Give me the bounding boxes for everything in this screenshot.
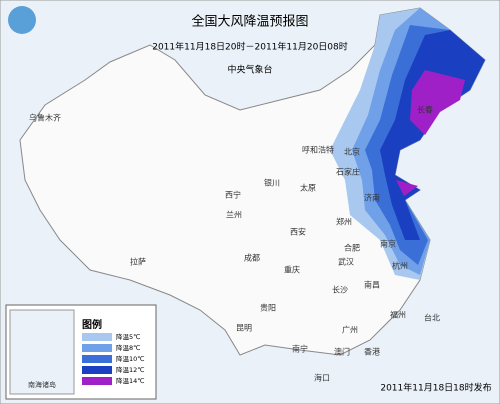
city: 南京 (380, 239, 396, 249)
legend-swatch (82, 333, 112, 341)
city: 海口 (314, 373, 330, 383)
city: 香港 (364, 347, 380, 357)
city: 台北 (424, 313, 440, 323)
cities: 乌鲁木齐 呼和浩特 北京 长春 石家庄 太原 济南 银川 西宁 兰州 西安 郑州… (29, 105, 440, 383)
city: 乌鲁木齐 (29, 113, 61, 123)
city: 武汉 (338, 257, 354, 267)
legend-label: 降温8℃ (116, 343, 140, 352)
band-14 (396, 70, 465, 196)
city: 澳门 (334, 347, 350, 357)
city: 贵阳 (260, 303, 276, 313)
city: 北京 (344, 147, 360, 157)
city: 重庆 (284, 265, 300, 275)
legend-label: 降温10℃ (116, 354, 145, 363)
city: 郑州 (336, 217, 352, 227)
title: 全国大风降温预报图 (191, 14, 308, 30)
period: 2011年11月18日20时－2011年11月20日08时 (152, 41, 348, 53)
inset-map (9, 309, 75, 395)
legend-swatch (82, 355, 112, 363)
legend-label: 降温5℃ (116, 332, 140, 341)
logo (8, 6, 36, 34)
city: 合肥 (344, 243, 360, 253)
city: 长沙 (332, 285, 348, 295)
city: 杭州 (392, 261, 408, 271)
city: 南宁 (292, 344, 308, 354)
city: 广州 (342, 325, 358, 335)
city: 成都 (244, 253, 260, 263)
city: 兰州 (226, 210, 242, 220)
city: 石家庄 (336, 167, 360, 177)
legend-swatch (82, 344, 112, 352)
legend-swatch (82, 377, 112, 385)
legend-label: 降温14℃ (116, 376, 145, 385)
city: 福州 (390, 311, 406, 320)
city: 呼和浩特 (302, 145, 334, 155)
city: 西宁 (225, 190, 241, 200)
legend-title: 图例 (82, 318, 102, 331)
legend-label: 降温12℃ (116, 365, 145, 374)
footer: 2011年11月18日18时发布 (380, 382, 491, 394)
city: 南昌 (364, 280, 380, 290)
legend-swatch (82, 366, 112, 374)
city: 济南 (364, 193, 380, 203)
city: 长春 (417, 105, 433, 115)
city: 昆明 (236, 324, 252, 333)
legend-items: 降温5℃ 降温8℃ 降温10℃ 降温12℃ 降温14℃ (82, 332, 145, 385)
city: 银川 (264, 178, 280, 188)
city: 太原 (300, 183, 316, 193)
inset-label: 南海诸岛 (28, 380, 56, 389)
city: 拉萨 (130, 257, 146, 267)
city: 西安 (290, 227, 306, 237)
agency: 中央气象台 (227, 64, 272, 76)
